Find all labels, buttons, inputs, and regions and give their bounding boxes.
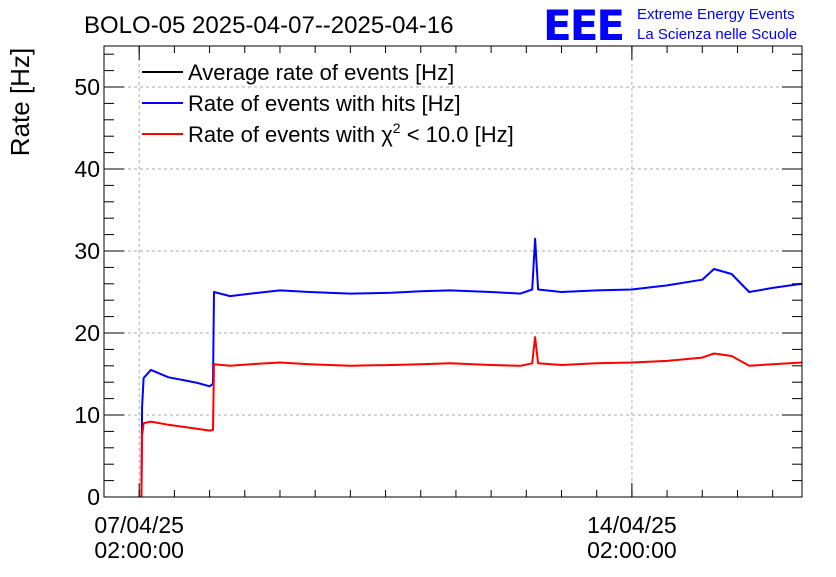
y-tick-label: 30 — [74, 238, 100, 264]
x-tick-label-time: 02:00:00 — [587, 537, 677, 563]
series-line-1 — [140, 237, 803, 498]
y-tick-label: 50 — [74, 74, 100, 100]
eee-logo: EEE Extreme Energy Events La Scienza nel… — [543, 1, 797, 50]
legend-label-average: Average rate of events [Hz] — [188, 60, 454, 85]
legend: Average rate of events [Hz] Rate of even… — [142, 60, 514, 147]
legend-label-chi2: Rate of events with χ2 < 10.0 [Hz] — [188, 120, 514, 147]
y-tick-label: 10 — [74, 402, 100, 428]
plot-frame — [103, 45, 803, 498]
y-tick-label: 20 — [74, 320, 100, 346]
series-layer — [140, 237, 803, 498]
legend-label-hits: Rate of events with hits [Hz] — [188, 91, 461, 116]
chart-title: BOLO-05 2025-04-07--2025-04-16 — [84, 12, 454, 39]
axes: 0102030405007/04/2502:00:0014/04/2502:00… — [74, 45, 803, 563]
x-tick-label-time: 02:00:00 — [94, 537, 184, 563]
x-tick-label-date: 07/04/25 — [94, 512, 184, 538]
logo-line-2: La Scienza nelle Scuole — [637, 26, 797, 43]
x-tick-label-date: 14/04/25 — [587, 512, 677, 538]
grid — [104, 46, 802, 497]
logo-mark: EEE — [543, 1, 623, 50]
series-line-2 — [140, 336, 803, 498]
y-tick-label: 0 — [87, 484, 100, 510]
y-tick-label: 40 — [74, 156, 100, 182]
y-axis-label: Rate [Hz] — [5, 48, 35, 156]
logo-line-1: Extreme Energy Events — [637, 6, 795, 23]
